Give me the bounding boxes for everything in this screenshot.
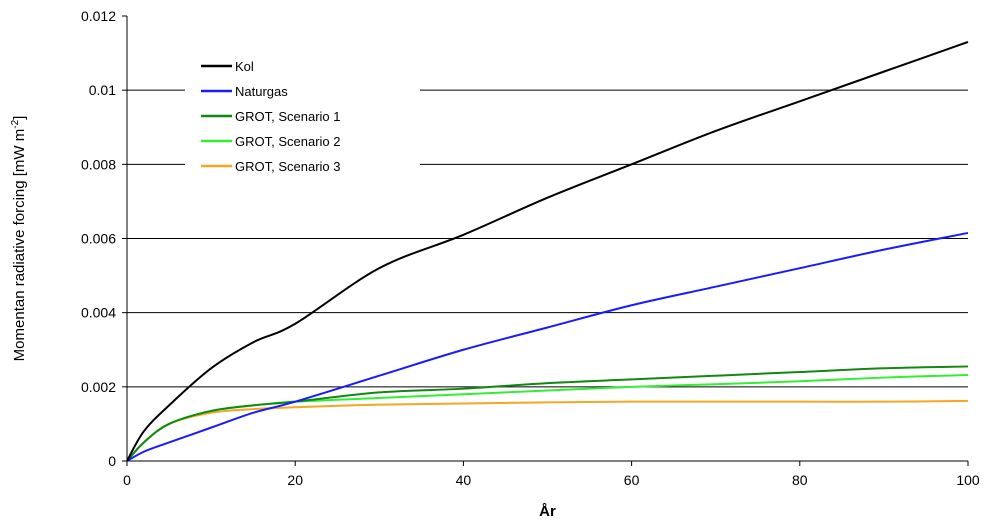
y-tick-label: 0.012 (81, 8, 116, 24)
legend: Kol Naturgas GROT, Scenario 1 GROT, Scenari… (201, 59, 341, 174)
x-tick-label: 60 (624, 472, 640, 488)
x-tick-label: 80 (792, 472, 808, 488)
legend-label: GROT, Scenario 2 (235, 134, 341, 149)
x-axis-title: År (539, 503, 556, 520)
y-tick-labels: 0 0.002 0.004 0.006 0.008 0.01 0.012 (81, 8, 127, 469)
x-tick-labels: 0 20 40 60 80 100 (123, 461, 980, 488)
series-line-grot-scenario-2 (126, 373, 969, 462)
y-axis-title-main: Momentan radiative forcing [mW m (11, 129, 28, 362)
y-tick-label: 0 (108, 453, 116, 469)
x-tick-label: 100 (956, 472, 980, 488)
legend-label: GROT, Scenario 1 (235, 109, 341, 124)
y-axis-title: Momentan radiative forcing [mW m-2] (10, 116, 28, 362)
x-tick-label: 0 (123, 472, 131, 488)
y-tick-label: 0.006 (81, 231, 116, 247)
legend-label: GROT, Scenario 3 (235, 159, 341, 174)
series-line-kol (126, 41, 969, 462)
y-tick-label: 0.004 (81, 305, 116, 321)
legend-label: Kol (235, 59, 254, 74)
y-axis-title-superscript: -2 (10, 119, 21, 128)
series-lines (126, 41, 969, 462)
y-axis-title-end: ] (11, 116, 28, 120)
x-tick-label: 20 (287, 472, 303, 488)
y-tick-label: 0.01 (89, 82, 116, 98)
y-tick-label: 0.002 (81, 379, 116, 395)
x-tick-label: 40 (456, 472, 472, 488)
y-tick-label: 0.008 (81, 156, 116, 172)
series-line-naturgas (126, 231, 969, 462)
legend-label: Naturgas (235, 84, 288, 99)
gridlines (127, 89, 968, 388)
series-line-grot-scenario-3 (126, 399, 969, 462)
series-line-grot-scenario-1 (126, 365, 969, 462)
